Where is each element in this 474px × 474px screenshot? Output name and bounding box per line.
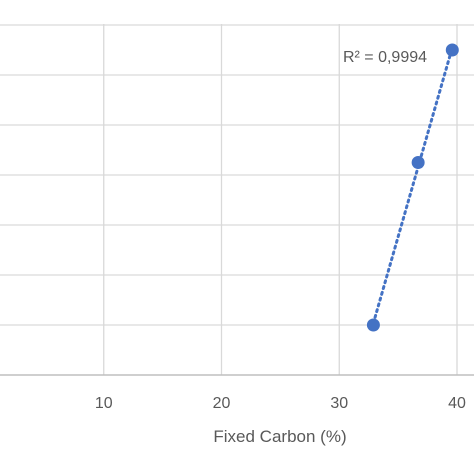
- x-tick-label: 40: [448, 395, 466, 412]
- labels: Fixed Carbon (%) R² = 0,9994 10 20 30 40: [95, 49, 466, 446]
- x-tick-label: 20: [213, 395, 231, 412]
- data-points: [366, 43, 459, 332]
- x-tick-label: 30: [330, 395, 348, 412]
- data-point: [445, 43, 459, 57]
- linear-trendline: [371, 46, 454, 325]
- grid: [0, 24, 474, 375]
- x-tick-label: 10: [95, 395, 113, 412]
- data-point: [411, 156, 425, 169]
- x-axis-title: Fixed Carbon (%): [213, 427, 346, 446]
- trendline-group: [371, 46, 454, 325]
- r-squared-label: R² = 0,9994: [343, 49, 427, 66]
- data-point: [366, 318, 380, 332]
